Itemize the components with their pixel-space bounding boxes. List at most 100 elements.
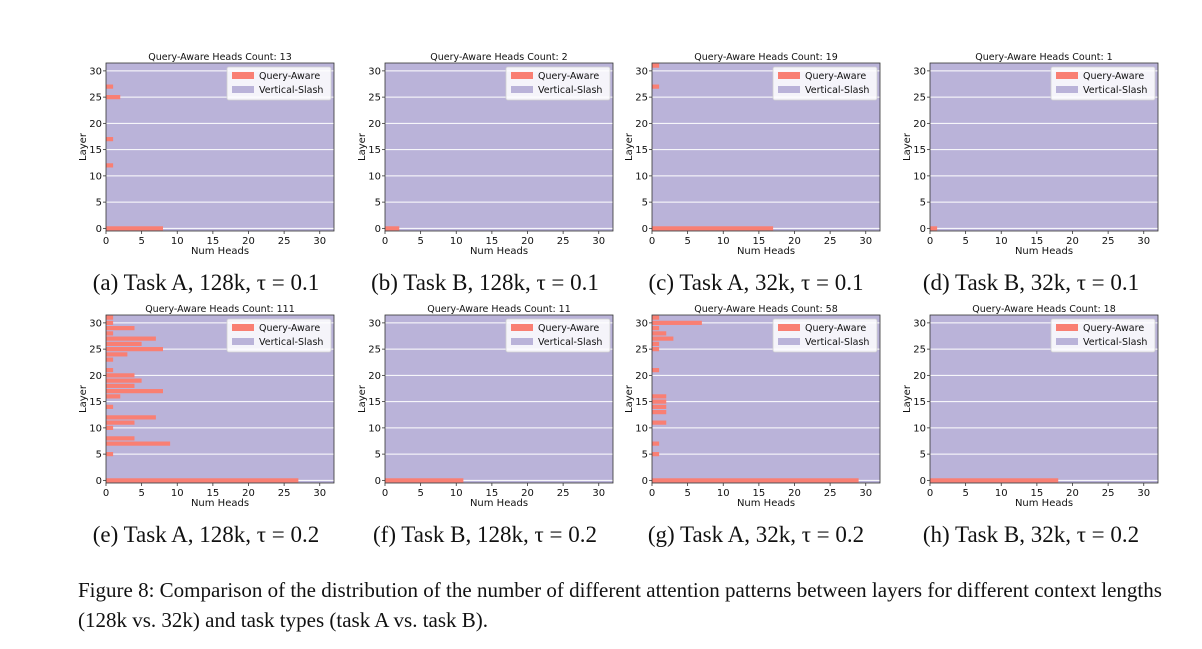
legend-swatch [778, 338, 800, 345]
y-tick-label: 0 [642, 224, 648, 235]
y-tick-label: 5 [920, 198, 926, 209]
y-tick-label: 25 [89, 345, 102, 356]
x-tick-label: 10 [171, 236, 184, 247]
legend-label: Vertical-Slash [805, 337, 869, 348]
legend-swatch [1056, 338, 1078, 345]
legend: Query-Aware Vertical-Slash [226, 66, 332, 101]
y-tick-label: 0 [375, 476, 381, 487]
y-axis-label: Layer [357, 384, 368, 413]
x-tick-label: 25 [557, 236, 570, 247]
y-tick-label: 5 [96, 198, 102, 209]
chart-title: Query-Aware Heads Count: 13 [148, 52, 292, 63]
x-tick-label: 15 [207, 488, 220, 499]
x-tick-label: 20 [1066, 488, 1079, 499]
legend-label: Query-Aware [538, 71, 599, 82]
bar-query-aware-layer-5 [106, 452, 114, 457]
x-tick-label: 10 [171, 488, 184, 499]
bar-query-aware-layer-27 [106, 336, 156, 341]
x-tick-label: 15 [753, 488, 766, 499]
y-tick-label: 15 [635, 145, 648, 156]
y-tick-label: 0 [642, 476, 648, 487]
bar-query-aware-layer-0 [930, 478, 1059, 483]
bar-query-aware-layer-0 [106, 478, 299, 483]
bar-query-aware-layer-14 [652, 404, 667, 409]
y-tick-label: 10 [368, 171, 381, 182]
y-tick-label: 5 [375, 450, 381, 461]
y-tick-label: 10 [635, 423, 648, 434]
x-tick-label: 15 [1031, 488, 1044, 499]
bar-query-aware-layer-12 [106, 415, 156, 420]
y-tick-label: 20 [89, 119, 102, 130]
chart-title: Query-Aware Heads Count: 19 [694, 52, 838, 63]
legend-label: Query-Aware [538, 323, 599, 334]
x-tick-label: 10 [450, 488, 463, 499]
legend-swatch [232, 86, 254, 93]
bar-query-aware-layer-0 [106, 226, 163, 231]
bar-query-aware-layer-27 [106, 84, 114, 89]
y-tick-label: 5 [96, 450, 102, 461]
y-tick-label: 0 [96, 224, 102, 235]
bar-query-aware-layer-24 [106, 352, 128, 357]
y-axis-label: Layer [902, 132, 913, 161]
legend-swatch [778, 86, 800, 93]
bar-query-aware-layer-7 [652, 441, 660, 446]
x-axis-label: Num Heads [1015, 498, 1073, 509]
y-tick-label: 25 [635, 345, 648, 356]
x-tick-label: 5 [417, 488, 423, 499]
y-axis-label: Layer [78, 132, 89, 161]
y-tick-label: 5 [642, 198, 648, 209]
x-tick-label: 30 [313, 488, 326, 499]
x-axis-label: Num Heads [470, 246, 528, 257]
legend-label: Query-Aware [805, 323, 866, 334]
bar-query-aware-layer-29 [106, 326, 135, 331]
chart-title: Query-Aware Heads Count: 2 [430, 52, 567, 63]
x-tick-label: 15 [207, 236, 220, 247]
y-tick-label: 30 [913, 66, 926, 77]
x-tick-label: 20 [1066, 236, 1079, 247]
chart-panel-f: 0 5 10 15 20 25 30 0 5 10 15 20 25 30 Query-Aware Head… [357, 304, 614, 509]
figure-caption: Figure 8: Comparison of the distribution… [78, 578, 1162, 632]
legend: Query-Aware Vertical-Slash [1050, 66, 1156, 101]
x-tick-label: 0 [103, 488, 109, 499]
legend-swatch [511, 72, 533, 79]
chart-panel-c: 0 5 10 15 20 25 30 0 5 10 15 20 25 30 Query-Aware Head… [624, 52, 881, 257]
bar-query-aware-layer-0 [385, 226, 400, 231]
bar-query-aware-layer-19 [106, 378, 142, 383]
bar-query-aware-layer-25 [652, 347, 660, 352]
subcaption-a: (a) Task A, 128k, τ = 0.1 [92, 270, 320, 295]
subcaption-g: (g) Task A, 32k, τ = 0.2 [647, 522, 865, 547]
x-tick-label: 15 [753, 236, 766, 247]
legend: Query-Aware Vertical-Slash [772, 66, 878, 101]
bar-query-aware-layer-26 [106, 341, 142, 346]
bar-query-aware-layer-31 [106, 315, 114, 320]
x-tick-label: 30 [592, 488, 605, 499]
chart-title: Query-Aware Heads Count: 58 [694, 304, 838, 315]
x-tick-label: 30 [592, 236, 605, 247]
legend-label: Query-Aware [259, 323, 320, 334]
x-tick-label: 20 [521, 236, 534, 247]
y-axis-label: Layer [902, 384, 913, 413]
y-tick-label: 30 [368, 66, 381, 77]
bar-query-aware-layer-27 [652, 336, 674, 341]
x-tick-label: 10 [995, 488, 1008, 499]
bar-query-aware-layer-28 [652, 331, 667, 336]
x-axis-label: Num Heads [191, 498, 249, 509]
y-tick-label: 15 [89, 145, 102, 156]
axes-frame [105, 62, 335, 232]
y-tick-label: 30 [89, 318, 102, 329]
legend-swatch [1056, 324, 1078, 331]
axes-frame [651, 62, 881, 232]
bar-query-aware-layer-23 [106, 357, 114, 362]
bar-query-aware-layer-26 [652, 341, 660, 346]
legend-label: Vertical-Slash [805, 85, 869, 96]
bar-query-aware-layer-17 [106, 137, 114, 142]
x-axis-label: Num Heads [1015, 246, 1073, 257]
bar-query-aware-layer-5 [652, 452, 660, 457]
x-tick-label: 30 [859, 488, 872, 499]
legend-label: Query-Aware [805, 71, 866, 82]
y-tick-label: 0 [920, 224, 926, 235]
bar-query-aware-layer-30 [652, 320, 702, 325]
axes-frame [105, 314, 335, 484]
x-tick-label: 30 [313, 236, 326, 247]
chart-panel-h: 0 5 10 15 20 25 30 0 5 10 15 20 25 30 Query-Aware Head… [902, 304, 1159, 509]
